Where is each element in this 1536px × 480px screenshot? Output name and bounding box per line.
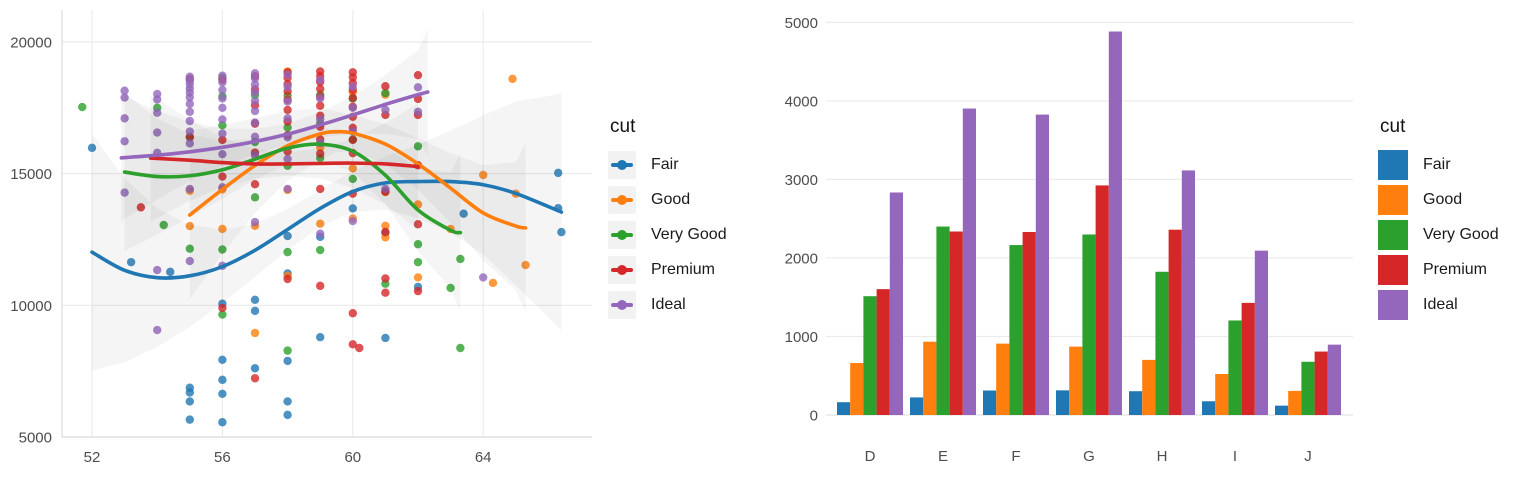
legend-items: Fair Good Very Good Premium Ideal	[1378, 149, 1536, 320]
legend-label-premium: Premium	[1423, 260, 1488, 278]
legend-label-ideal: Ideal	[651, 295, 686, 313]
x-tick-label: I	[1233, 448, 1237, 465]
legend-item-good: Good	[608, 185, 778, 214]
bars-fair	[837, 390, 1289, 415]
smooth-line-fair	[90, 179, 564, 280]
legend-item-ideal: Ideal	[608, 290, 778, 319]
legend-cut-bars: cut Fair Good Very Good Premium Ideal	[1378, 116, 1536, 325]
axis-tick-labels: 5000 10000 15000 20000 52 56 60 64	[10, 34, 491, 466]
x-tick-label: 60	[344, 449, 361, 466]
legend-swatch-ideal	[1378, 289, 1408, 320]
legend-item-very-good: Very Good	[1378, 219, 1536, 250]
legend-cut-scatter: cut Fair Good Very Good Premium Ideal	[608, 116, 778, 325]
legend-title: cut	[610, 116, 636, 137]
y-tick-label: 20000	[10, 34, 52, 51]
legend-label-very-good: Very Good	[1423, 225, 1499, 243]
smooth-line-premium	[148, 156, 420, 169]
legend-swatch-good	[1378, 184, 1408, 215]
point-glyph-icon	[617, 299, 627, 310]
y-tick-label: 10000	[10, 298, 52, 315]
legend-label-fair: Fair	[651, 155, 679, 173]
x-tick-label: 52	[84, 449, 101, 466]
legend-label-good: Good	[1423, 190, 1463, 208]
y-tick-label: 15000	[10, 166, 52, 183]
x-tick-label: D	[865, 448, 876, 465]
point-glyph-icon	[617, 229, 627, 240]
legend-swatch-premium	[1378, 254, 1408, 285]
legend-label-good: Good	[651, 190, 691, 208]
legend-item-fair: Fair	[1378, 149, 1536, 180]
confidence-bands	[92, 28, 562, 371]
legend-swatch-fair	[1378, 149, 1408, 180]
x-tick-label: F	[1011, 448, 1020, 465]
bars-good	[850, 341, 1302, 415]
smooth-line-very-good	[122, 142, 463, 235]
x-tick-label: 56	[214, 449, 231, 466]
y-tick-label: 5000	[19, 430, 52, 447]
bars-very-good	[863, 226, 1315, 415]
y-tick-label: 0	[810, 408, 818, 425]
legend-item-very-good: Very Good	[608, 220, 778, 249]
legend-key-premium	[608, 255, 636, 284]
bars-premium	[876, 185, 1328, 415]
x-tick-label: 64	[475, 449, 492, 466]
y-tick-label: 1000	[785, 329, 818, 346]
x-tick-label: E	[938, 448, 948, 465]
legend-item-ideal: Ideal	[1378, 289, 1536, 320]
y-tick-label: 2000	[785, 250, 818, 267]
legend-label-ideal: Ideal	[1423, 295, 1458, 313]
x-tick-label: J	[1304, 448, 1312, 465]
point-glyph-icon	[617, 264, 627, 275]
y-tick-label: 5000	[785, 15, 818, 32]
legend-key-ideal	[608, 290, 636, 319]
legend-title: cut	[1380, 116, 1406, 137]
y-tick-label: 3000	[785, 172, 818, 189]
legend-items: Fair Good Very Good Premium Ideal	[608, 150, 778, 319]
legend-item-premium: Premium	[608, 255, 778, 284]
legend-swatch-very-good	[1378, 219, 1408, 250]
legend-key-fair	[608, 150, 636, 179]
axis-tick-labels: 0 1000 2000 3000 4000 5000 D E F G H I J	[785, 15, 1312, 465]
scatter-chart: 5000 10000 15000 20000 52 56 60 64	[10, 10, 592, 466]
legend-key-good	[608, 185, 636, 214]
legend-item-good: Good	[1378, 184, 1536, 215]
scatter-points-ideal	[120, 69, 488, 335]
legend-label-premium: Premium	[651, 260, 716, 278]
legend-item-fair: Fair	[608, 150, 778, 179]
x-tick-label: H	[1157, 448, 1168, 465]
legend-label-fair: Fair	[1423, 155, 1451, 173]
point-glyph-icon	[617, 159, 627, 170]
y-tick-label: 4000	[785, 93, 818, 110]
bars-ideal	[889, 31, 1341, 415]
legend-key-very-good	[608, 220, 636, 249]
smooth-line-ideal	[119, 90, 430, 160]
point-glyph-icon	[617, 194, 627, 205]
x-tick-label: G	[1083, 448, 1095, 465]
legend-item-premium: Premium	[1378, 254, 1536, 285]
legend-label-very-good: Very Good	[651, 225, 727, 243]
bar-chart: 0 1000 2000 3000 4000 5000 D E F G H I J	[785, 15, 1353, 465]
